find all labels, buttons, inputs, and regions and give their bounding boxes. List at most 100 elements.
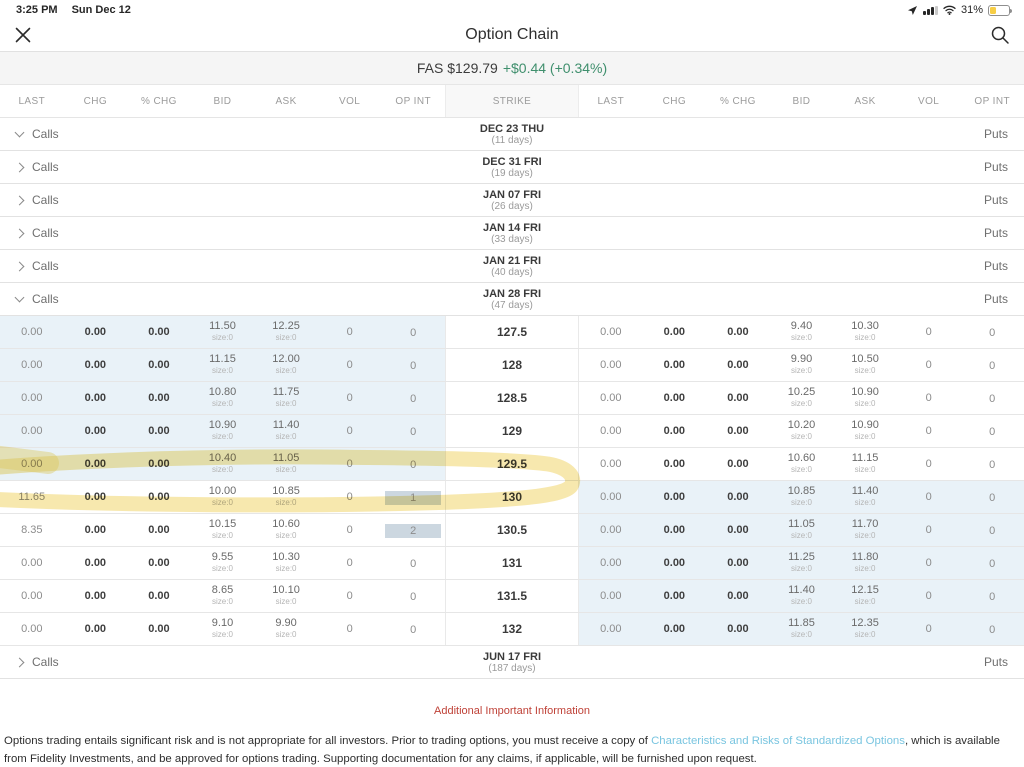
ticker-bar[interactable]: FAS $129.79 +$0.44 (+0.34%) <box>0 52 1024 85</box>
puts-bid-cell[interactable]: 10.60 size:0 <box>770 453 834 475</box>
puts-ask-cell[interactable]: 11.40 size:0 <box>833 486 897 508</box>
calls-toggle[interactable]: Calls <box>0 259 200 273</box>
puts-ask-cell[interactable]: 10.30 size:0 <box>833 321 897 343</box>
calls-bid-cell[interactable]: 10.40 size:0 <box>191 453 255 475</box>
calls-vol-cell: 0 <box>346 458 353 470</box>
ask-size: size:0 <box>854 630 876 639</box>
calls-ask-cell[interactable]: 9.90 size:0 <box>254 618 318 640</box>
option-row[interactable]: 0.00 0.00 0.00 9.55 size:0 10.30 size:0 0 0 131 0.… <box>0 547 1024 580</box>
close-button[interactable] <box>14 22 40 48</box>
ask-value: 9.90 <box>275 617 297 629</box>
calls-toggle[interactable]: Calls <box>0 226 200 240</box>
calls-label: Calls <box>32 655 59 669</box>
puts-label: Puts <box>983 292 1008 306</box>
calls-chg-cell: 0.00 <box>84 590 107 602</box>
expiration-group-row[interactable]: Calls JUN 17 FRI (187 days) Puts <box>0 646 1024 679</box>
calls-bid-cell[interactable]: 9.55 size:0 <box>191 552 255 574</box>
calls-ask-cell[interactable]: 11.40 size:0 <box>254 420 318 442</box>
calls-ask-cell[interactable]: 11.75 size:0 <box>254 387 318 409</box>
puts-ask-cell[interactable]: 11.15 size:0 <box>833 453 897 475</box>
calls-toggle[interactable]: Calls <box>0 193 200 207</box>
expiration-group-row[interactable]: Calls JAN 21 FRI (40 days) Puts <box>0 250 1024 283</box>
option-row[interactable]: 0.00 0.00 0.00 11.15 size:0 12.00 size:0 0 0 128 0… <box>0 349 1024 382</box>
calls-side: 0.00 0.00 0.00 11.15 size:0 12.00 size:0 0 0 <box>0 349 445 381</box>
calls-bid-cell[interactable]: 10.15 size:0 <box>191 519 255 541</box>
puts-ask-cell[interactable]: 12.15 size:0 <box>833 585 897 607</box>
option-row[interactable]: 0.00 0.00 0.00 10.40 size:0 11.05 size:0 0 0 129.… <box>0 448 1024 481</box>
puts-ask-cell[interactable]: 10.50 size:0 <box>833 354 897 376</box>
expiration-group-row[interactable]: Calls JAN 07 FRI (26 days) Puts <box>0 184 1024 217</box>
op-int-value: 0 <box>410 360 417 372</box>
bid-value: 10.80 <box>208 386 237 398</box>
puts-side: 0.00 0.00 0.00 11.40 size:0 12.15 size:0 0 0 <box>579 580 1024 612</box>
puts-bid-cell[interactable]: 11.85 size:0 <box>770 618 834 640</box>
expiration-group-row[interactable]: Calls DEC 31 FRI (19 days) Puts <box>0 151 1024 184</box>
calls-toggle[interactable]: Calls <box>0 655 200 669</box>
puts-bid-cell[interactable]: 9.90 size:0 <box>770 354 834 376</box>
ask-size: size:0 <box>854 333 876 342</box>
puts-bid-cell[interactable]: 10.85 size:0 <box>770 486 834 508</box>
calls-toggle[interactable]: Calls <box>0 160 200 174</box>
option-row[interactable]: 0.00 0.00 0.00 8.65 size:0 10.10 size:0 0 0 131.5… <box>0 580 1024 613</box>
expiration-group-row[interactable]: Calls JAN 28 FRI (47 days) Puts <box>0 283 1024 316</box>
op-int-value: 0 <box>989 393 996 405</box>
ask-size: size:0 <box>854 597 876 606</box>
calls-vol-cell: 0 <box>346 425 353 437</box>
calls-bid-cell[interactable]: 11.50 size:0 <box>191 321 255 343</box>
puts-ask-cell[interactable]: 12.35 size:0 <box>833 618 897 640</box>
option-row[interactable]: 8.35 0.00 0.00 10.15 size:0 10.60 size:0 0 2 130.… <box>0 514 1024 547</box>
bid-size: size:0 <box>212 432 233 441</box>
calls-vol-cell: 0 <box>346 557 353 569</box>
characteristics-risks-link[interactable]: Characteristics and Risks of Standardize… <box>651 735 905 747</box>
puts-ask-cell[interactable]: 10.90 size:0 <box>833 387 897 409</box>
calls-bid-cell[interactable]: 8.65 size:0 <box>191 585 255 607</box>
puts-ask-cell[interactable]: 11.80 size:0 <box>833 552 897 574</box>
calls-ask-cell[interactable]: 10.60 size:0 <box>254 519 318 541</box>
option-row[interactable]: 0.00 0.00 0.00 9.10 size:0 9.90 size:0 0 0 132 0.0… <box>0 613 1024 646</box>
option-row[interactable]: 0.00 0.00 0.00 10.90 size:0 11.40 size:0 0 0 129 0… <box>0 415 1024 448</box>
puts-vol-cell: 0 <box>925 590 932 602</box>
calls-ask-cell[interactable]: 12.25 size:0 <box>254 321 318 343</box>
calls-op-int-cell: 0 <box>381 620 445 638</box>
puts-bid-cell[interactable]: 11.40 size:0 <box>770 585 834 607</box>
puts-bid-cell[interactable]: 11.05 size:0 <box>770 519 834 541</box>
option-row[interactable]: 0.00 0.00 0.00 11.50 size:0 12.25 size:0 0 0 127.… <box>0 316 1024 349</box>
calls-op-int-cell: 0 <box>381 356 445 374</box>
puts-ask-cell[interactable]: 11.70 size:0 <box>833 519 897 541</box>
calls-bid-cell[interactable]: 10.90 size:0 <box>191 420 255 442</box>
calls-ask-cell[interactable]: 10.85 size:0 <box>254 486 318 508</box>
calls-bid-cell[interactable]: 10.00 size:0 <box>191 486 255 508</box>
calls-ask-cell[interactable]: 12.00 size:0 <box>254 354 318 376</box>
ask-value: 11.05 <box>272 452 300 464</box>
puts-bid-cell[interactable]: 9.40 size:0 <box>770 321 834 343</box>
calls-bid-cell[interactable]: 10.80 size:0 <box>191 387 255 409</box>
calls-toggle[interactable]: Calls <box>0 292 200 306</box>
puts-bid-cell[interactable]: 10.25 size:0 <box>770 387 834 409</box>
calls-last-cell: 0.00 <box>21 557 43 569</box>
close-icon <box>15 27 31 42</box>
expiration-group-row[interactable]: Calls DEC 23 THU (11 days) Puts <box>0 118 1024 151</box>
additional-info-link[interactable]: Additional Important Information <box>434 705 590 717</box>
bid-size: size:0 <box>212 531 233 540</box>
calls-ask-cell[interactable]: 11.05 size:0 <box>254 453 318 475</box>
strike-cell: 129.5 <box>445 448 579 480</box>
expiration-group-row[interactable]: Calls JAN 14 FRI (33 days) Puts <box>0 217 1024 250</box>
puts-bid-cell[interactable]: 11.25 size:0 <box>770 552 834 574</box>
calls-last-cell: 0.00 <box>21 425 43 437</box>
puts-op-int-cell: 0 <box>960 422 1024 440</box>
calls-ask-cell[interactable]: 10.30 size:0 <box>254 552 318 574</box>
ask-size: size:0 <box>854 465 876 474</box>
op-int-value: 0 <box>410 327 417 339</box>
search-button[interactable] <box>984 22 1010 48</box>
option-row[interactable]: 11.65 0.00 0.00 10.00 size:0 10.85 size:0 0 1 130… <box>0 481 1024 514</box>
puts-bid-cell[interactable]: 10.20 size:0 <box>770 420 834 442</box>
calls-bid-cell[interactable]: 11.15 size:0 <box>191 354 255 376</box>
calls-bid-cell[interactable]: 9.10 size:0 <box>191 618 255 640</box>
calls-toggle[interactable]: Calls <box>0 127 200 141</box>
puts-ask-cell[interactable]: 10.90 size:0 <box>833 420 897 442</box>
calls-ask-cell[interactable]: 10.10 size:0 <box>254 585 318 607</box>
puts-pct-chg-cell: 0.00 <box>727 491 749 503</box>
ask-value: 12.35 <box>851 617 879 629</box>
option-row[interactable]: 0.00 0.00 0.00 10.80 size:0 11.75 size:0 0 0 128.… <box>0 382 1024 415</box>
search-icon <box>991 26 1009 44</box>
